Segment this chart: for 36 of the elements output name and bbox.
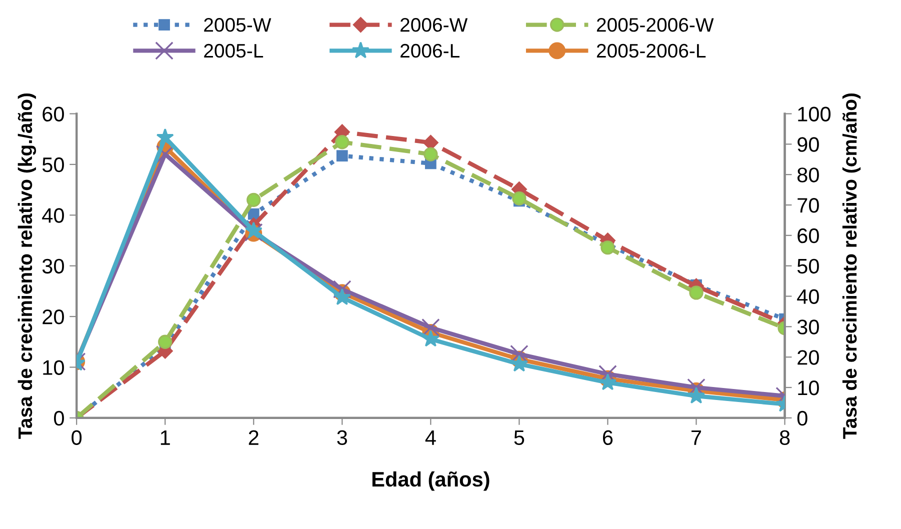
legend-label: 2005-W xyxy=(204,18,272,32)
y-tick-label: 50 xyxy=(42,157,64,172)
y-tick-label: 30 xyxy=(42,258,64,274)
legend-label: 2006-L xyxy=(400,44,460,58)
y-tick-label: 20 xyxy=(42,310,64,324)
y-axis-title: Tasa de crecimiento relativo (kg./año) xyxy=(18,94,36,439)
x-tick-label: 1 xyxy=(160,430,170,445)
legend-label: 2005-L xyxy=(204,44,264,58)
y2-tick-label: 50 xyxy=(797,258,819,274)
y2-tick-label: 100 xyxy=(798,106,831,122)
x-tick-label: 6 xyxy=(602,430,613,446)
y2-tick-label: 30 xyxy=(797,320,819,334)
x-tick-label: 5 xyxy=(514,430,524,446)
legend-label: 2005-2006-L xyxy=(596,44,706,58)
y2-tick-label: 40 xyxy=(797,289,819,304)
y-tick-label: 60 xyxy=(42,106,64,122)
x-tick-label: 0 xyxy=(72,430,82,446)
y2-tick-label: 20 xyxy=(798,350,819,365)
y2-axis-title: Tasa de crecimiento relativo (cm/año) xyxy=(842,94,861,439)
x-tick-label: 8 xyxy=(780,430,790,446)
legend-label: 2005-2006-W xyxy=(596,18,714,32)
y-tick-label: 10 xyxy=(43,360,64,375)
y-tick-label: 0 xyxy=(54,410,64,426)
x-tick-label: 4 xyxy=(425,430,436,445)
y2-tick-label: 90 xyxy=(798,137,819,152)
y2-tick-label: 10 xyxy=(798,380,819,396)
y2-tick-label: 60 xyxy=(798,228,819,244)
x-tick-label: 3 xyxy=(337,430,348,446)
y2-tick-label: 80 xyxy=(797,168,819,182)
x-tick-label: 2 xyxy=(248,430,258,445)
x-tick-label: 7 xyxy=(692,430,701,445)
legend-label: 2006-W xyxy=(400,18,468,32)
y2-tick-label: 70 xyxy=(798,198,819,213)
y-tick-label: 40 xyxy=(42,208,64,223)
y2-tick-label: 0 xyxy=(797,410,808,426)
x-axis-title: Edad (años) xyxy=(372,471,490,491)
